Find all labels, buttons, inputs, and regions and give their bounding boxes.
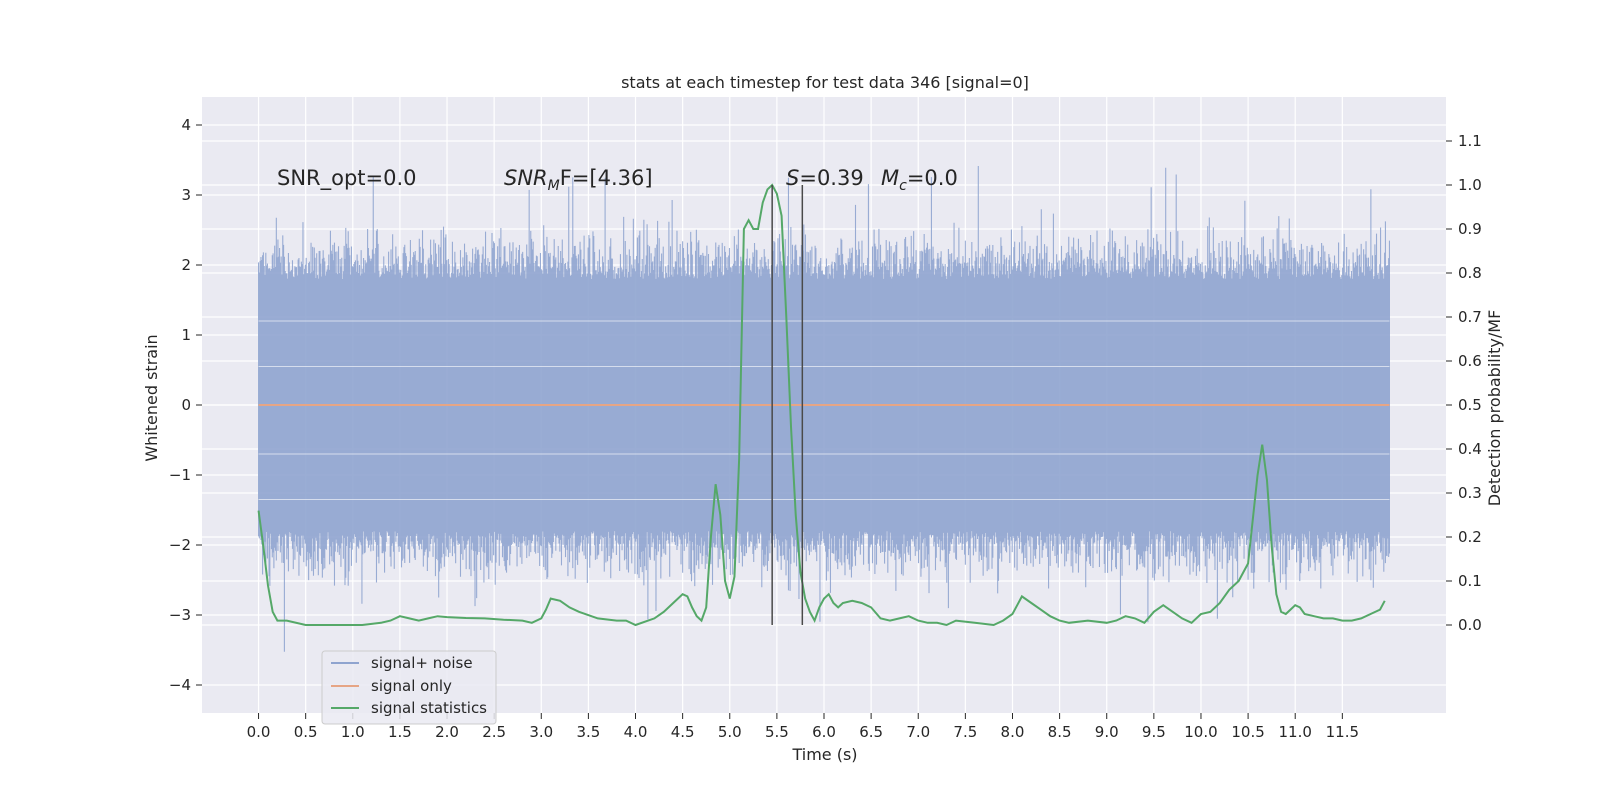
s-prefix: S	[786, 166, 799, 190]
x-tick-label: 2.0	[435, 723, 459, 741]
x-tick-label: 1.5	[388, 723, 412, 741]
right-tick-label: 0.1	[1458, 572, 1482, 590]
annotation-snr-opt: SNR_opt=0.0	[277, 166, 417, 191]
left-y-ticks: −4 −3 −2 −1 0 1 2 3 4	[169, 116, 202, 694]
right-tick-label: 0.0	[1458, 616, 1482, 634]
chart-title: stats at each timestep for test data 346…	[621, 73, 1029, 92]
snr-mf-prefix: SNR	[504, 166, 548, 190]
s-value: =0.39	[799, 166, 863, 190]
right-tick-label: 1.0	[1458, 176, 1482, 194]
x-tick-label: 7.5	[953, 723, 977, 741]
x-tick-label: 9.5	[1142, 723, 1166, 741]
x-tick-label: 5.5	[765, 723, 789, 741]
legend-label-signal-noise: signal+ noise	[371, 654, 473, 672]
left-tick-label: 2	[181, 256, 191, 274]
x-tick-label: 8.0	[1001, 723, 1025, 741]
x-tick-label: 3.5	[576, 723, 600, 741]
legend: signal+ noise signal only signal statist…	[321, 650, 497, 725]
x-tick-label: 0.0	[247, 723, 271, 741]
right-tick-label: 0.5	[1458, 396, 1482, 414]
right-tick-label: 0.6	[1458, 352, 1482, 370]
left-tick-label: 1	[181, 326, 191, 344]
left-tick-label: 0	[181, 396, 191, 414]
y-axis-label-left: Whitened strain	[142, 334, 161, 461]
x-tick-label: 8.5	[1048, 723, 1072, 741]
legend-label-signal-statistics: signal statistics	[371, 699, 487, 717]
x-tick-label: 4.0	[624, 723, 648, 741]
signal-noise-trace	[258, 165, 1390, 652]
vertical-markers	[771, 185, 804, 625]
x-tick-label: 10.5	[1231, 723, 1264, 741]
mc-value: =0.0	[907, 166, 958, 190]
left-tick-label: −3	[169, 606, 191, 624]
x-tick-label: 4.5	[671, 723, 695, 741]
right-tick-label: 0.2	[1458, 528, 1482, 546]
x-tick-label: 3.0	[529, 723, 553, 741]
right-y-ticks: 0.0 0.1 0.2 0.3 0.4 0.5 0.6 0.7 0.8 0.9 1.0 1.1	[1446, 132, 1482, 634]
x-tick-label: 2.5	[482, 723, 506, 741]
annotation-mc: Mc=0.0	[881, 166, 958, 194]
legend-box	[321, 650, 497, 725]
x-tick-label: 7.0	[906, 723, 930, 741]
signal-statistics-trace	[257, 183, 1386, 627]
left-tick-label: −1	[169, 466, 191, 484]
x-tick-label: 10.0	[1184, 723, 1217, 741]
right-tick-label: 0.4	[1458, 440, 1482, 458]
right-tick-label: 0.7	[1458, 308, 1482, 326]
snr-mf-subscript: M	[548, 178, 560, 194]
right-tick-label: 0.9	[1458, 220, 1482, 238]
annotation-snr-mf: SNRMF=[4.36]	[504, 166, 653, 194]
x-tick-label: 6.0	[812, 723, 836, 741]
x-tick-label: 0.5	[294, 723, 318, 741]
x-tick-label: 11.0	[1279, 723, 1312, 741]
mc-subscript: c	[899, 178, 907, 194]
mc-prefix: M	[881, 166, 899, 190]
x-tick-label: 11.5	[1326, 723, 1359, 741]
right-tick-label: 1.1	[1458, 132, 1482, 150]
snr-mf-suffix: F=[4.36]	[560, 166, 653, 190]
right-tick-label: 0.8	[1458, 264, 1482, 282]
x-tick-label: 1.0	[341, 723, 365, 741]
left-tick-label: 4	[181, 116, 191, 134]
left-tick-label: 3	[181, 186, 191, 204]
right-tick-label: 0.3	[1458, 484, 1482, 502]
y-axis-label-right: Detection probability/MF	[1485, 310, 1504, 507]
x-tick-label: 6.5	[859, 723, 883, 741]
x-tick-label: 5.0	[718, 723, 742, 741]
x-ticks: 0.0 0.5 1.0 1.5 2.0 2.5 3.0 3.5 4.0 4.5 5.0 5.5 6.0 6…	[247, 713, 1359, 741]
annotation-s: S=0.39	[786, 166, 864, 190]
x-axis-label: Time (s)	[791, 745, 857, 764]
x-tick-label: 9.0	[1095, 723, 1119, 741]
left-tick-label: −2	[169, 536, 191, 554]
legend-label-signal-only: signal only	[371, 677, 452, 695]
signal-statistics-line	[257, 183, 1386, 627]
left-tick-label: −4	[169, 676, 191, 694]
